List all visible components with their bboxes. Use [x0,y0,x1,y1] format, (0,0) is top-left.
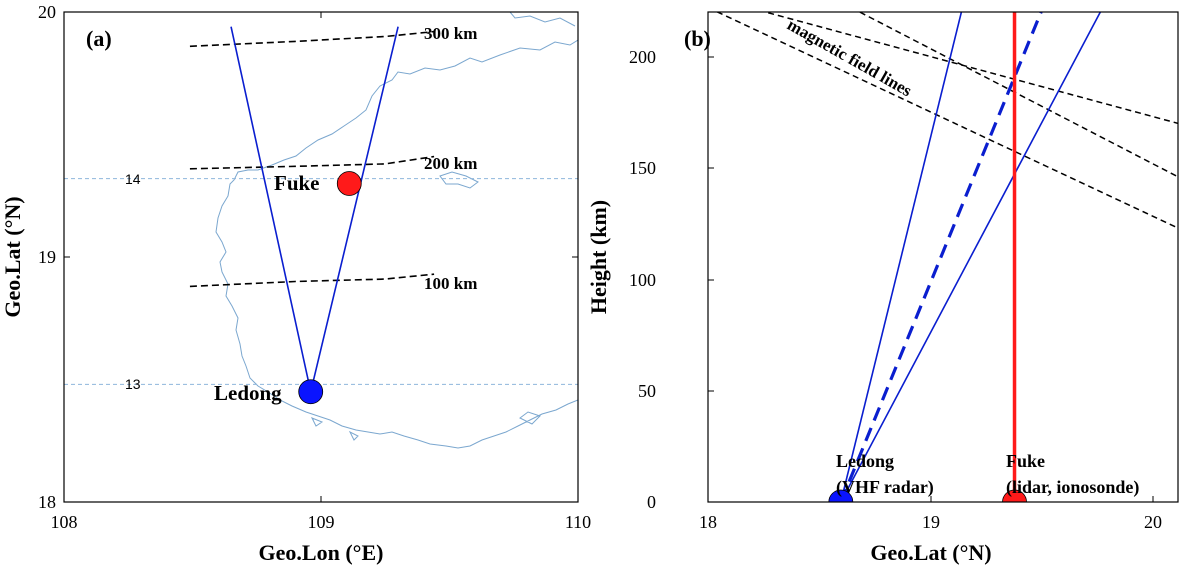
height-contour-label-300km: 300 km [424,24,477,43]
panel-a-xtick-108: 108 [51,512,78,532]
panel-a-xtick-110: 110 [565,512,591,532]
radar-beam-edge-2 [840,12,1102,502]
panel-a-ylabel: Geo.Lat (°N) [0,196,25,317]
panel-b-xtick-18: 18 [699,512,717,532]
ledong-name: Ledong [836,451,894,471]
panel-b-ytick-50: 50 [638,381,656,401]
panel-b-xlabel: Geo.Lat (°N) [870,540,991,565]
ledong-label: Ledong [214,381,282,405]
fuke-lidar-marker [1002,489,1027,502]
coastline [215,12,578,449]
magnetic-contour-label-13: 13 [125,376,141,392]
panel-a-ytick-20: 20 [38,2,56,22]
magnetic-contour-label-14: 14 [125,171,141,187]
ledong-site-marker [298,379,324,405]
panel-b-frame [707,11,1179,503]
panel-b-xtick-19: 19 [922,512,940,532]
panel-b: magnetic field lines Ledong (VHF radar) … [586,11,1179,565]
panel-b-xtick-20: 20 [1144,512,1162,532]
panel-b-ytick-200: 200 [629,47,656,67]
height-contour-label-200km: 200 km [424,154,477,173]
panel-b-ytick-100: 100 [629,270,656,290]
panel-b-ytick-150: 150 [629,158,656,178]
height-contour-200km [189,155,435,170]
fuke-name: Fuke [1006,451,1045,471]
panel-a-xtick-109: 109 [308,512,335,532]
height-contour-100km [189,273,435,288]
radar-beam-edge-1 [840,12,963,502]
panel-b-label: (b) [684,26,711,51]
panel-a-ytick-18: 18 [38,492,56,512]
panel-a-xlabel: Geo.Lon (°E) [259,540,384,565]
magnetic-field-line-3 [715,12,1178,229]
panel-a-frame [63,11,579,503]
radar-beam-center [839,12,1043,502]
panel-a-ytick-19: 19 [38,247,56,267]
fuke-instruments: (lidar, ionosonde) [1006,477,1139,498]
ledong-instrument: (VHF radar) [836,477,934,498]
panel-b-ylabel: Height (km) [586,200,611,314]
ledong-radar-marker [828,489,854,502]
panel-a-label: (a) [86,26,112,51]
panel-b-ytick-0: 0 [647,492,656,512]
magnetic-field-line-1 [762,12,1178,125]
panel-a: 13 14 100 km 200 km 300 km Ledong Fuke (… [0,2,591,565]
beam-edge-east [309,26,399,392]
fuke-label: Fuke [274,171,320,195]
fuke-site-marker [336,171,362,196]
beam-edge-west [230,26,312,392]
field-lines-annotation: magnetic field lines [784,15,915,101]
height-contour-300km [189,30,435,48]
height-contour-label-100km: 100 km [424,274,477,293]
